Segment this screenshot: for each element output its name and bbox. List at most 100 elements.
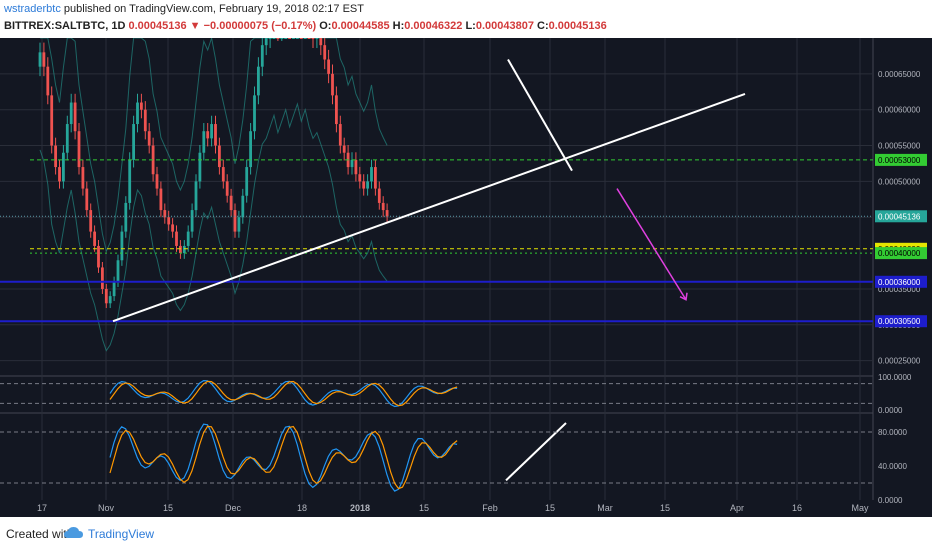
candle-body: [128, 159, 132, 203]
price-tag: [875, 275, 927, 288]
candle-body: [385, 210, 389, 217]
oscillator-tick-label: 40.0000: [878, 462, 907, 471]
candle-body: [276, 38, 280, 39]
price-tick-label: 0.00025000: [878, 357, 921, 366]
candle-body: [143, 109, 147, 132]
candle-body: [46, 66, 50, 96]
candle-body: [284, 38, 288, 39]
candle-body: [190, 210, 194, 232]
time-tick-label: 15: [660, 503, 670, 513]
candle-body: [206, 131, 210, 139]
candle-body: [354, 159, 358, 175]
candle-body: [182, 245, 186, 254]
oscillator-d-line: [109, 425, 458, 490]
tradingview-logo-text[interactable]: TradingView: [88, 527, 155, 541]
projection-arrow: [616, 188, 687, 301]
price-tick-label: 0.00035000: [878, 285, 921, 294]
candle-body: [93, 231, 96, 246]
candle-body: [175, 231, 178, 246]
down-arrow-icon: ▼: [189, 20, 201, 32]
candle-body: [323, 45, 327, 60]
time-tick-label: 15: [545, 503, 555, 513]
price-tick-label: 0.00050000: [878, 177, 921, 186]
candle-body: [186, 231, 190, 246]
time-tick-label: 16: [792, 503, 802, 513]
candle-body: [268, 38, 272, 39]
time-tick-label: Apr: [730, 503, 744, 513]
candle-body: [179, 245, 182, 254]
candle-body: [299, 38, 303, 39]
candle-body: [315, 38, 319, 39]
candle-body: [374, 167, 377, 189]
candle-body: [38, 52, 42, 67]
candle-body: [362, 181, 366, 189]
footer: Created with TradingView: [0, 517, 932, 550]
candle-body: [159, 188, 163, 211]
created-with-label: Created with: [6, 527, 74, 541]
candle-body: [249, 131, 252, 168]
price-tick-label: 0.00065000: [878, 70, 921, 79]
candle-body: [381, 202, 385, 211]
oscillator-tick-label: 100.0000: [878, 373, 912, 382]
candle-body: [319, 38, 323, 46]
candle-body: [147, 131, 151, 146]
grid: [0, 38, 874, 500]
candle-body: [331, 73, 334, 96]
price-tag-label: 0.00053000: [878, 156, 921, 165]
candle-body: [296, 38, 299, 39]
chart-svg[interactable]: 0.00065000 0.00060000 0.00055000 0.00050000…: [0, 19, 932, 517]
symbol-label[interactable]: BITTREX:SALTBTC, 1D: [4, 20, 126, 32]
price-tag-label: 0.00045136: [878, 212, 921, 221]
author-link[interactable]: wstraderbtc: [4, 3, 61, 15]
price-tag: [875, 210, 927, 223]
candle-body: [81, 167, 85, 189]
low-label: L:: [465, 20, 476, 32]
price-change: −0.00000075 (−0.17%): [203, 20, 317, 32]
chart-header: wstraderbtc published on TradingView.com…: [0, 0, 932, 38]
price-tag-label: 0.00040000: [878, 249, 921, 258]
oscillator-d-line: [109, 380, 458, 407]
last-price: 0.00045136: [128, 20, 187, 32]
time-tick-label: 18: [297, 503, 307, 513]
candle-body: [136, 102, 139, 125]
price-tick-label: 0.00060000: [878, 106, 921, 115]
candle-body: [132, 124, 135, 160]
candle-body: [85, 188, 89, 211]
candle-body: [338, 124, 342, 146]
candle-body: [101, 267, 104, 289]
divergence-line: [505, 422, 567, 482]
chart-area[interactable]: 0.00065000 0.00060000 0.00055000 0.00050000…: [0, 19, 932, 517]
high-label: H:: [392, 20, 405, 32]
oscillator-tick-label: 0.0000: [878, 496, 903, 505]
candle-body: [151, 145, 155, 175]
candle-body: [73, 102, 77, 132]
candle-body: [335, 95, 338, 125]
price-levels: [0, 159, 873, 323]
candle-body: [241, 195, 245, 218]
candle-body: [198, 152, 202, 182]
candle-body: [62, 152, 65, 182]
price-tick-label: 0.00055000: [878, 142, 921, 151]
time-axis: 17 Nov 15 Dec 18 2018 15 Feb 15 Mar 15 Apr 16 May: [37, 503, 869, 513]
candle-body: [77, 131, 81, 168]
close-value: 0.00045136: [548, 20, 607, 32]
rising-trendline: [112, 92, 746, 323]
candle-body: [303, 38, 307, 39]
price-axis: 0.00065000 0.00060000 0.00055000 0.00050000…: [875, 70, 927, 505]
candle-body: [214, 124, 217, 146]
candle-body: [120, 231, 124, 261]
candle-body: [358, 174, 362, 182]
candle-body: [260, 45, 264, 67]
candles: [38, 19, 389, 309]
falling-trendline: [507, 59, 573, 172]
candle-body: [116, 260, 120, 282]
candle-body: [89, 210, 93, 232]
bollinger-upper: [40, 37, 388, 253]
time-tick-label: 2018: [350, 503, 370, 513]
candle-body: [233, 210, 237, 232]
candle-body: [366, 181, 369, 189]
oscillator-tick-label: 80.0000: [878, 428, 907, 437]
low-value: 0.00043807: [475, 20, 534, 32]
time-tick-label: Dec: [225, 503, 242, 513]
price-tag: [875, 315, 927, 328]
